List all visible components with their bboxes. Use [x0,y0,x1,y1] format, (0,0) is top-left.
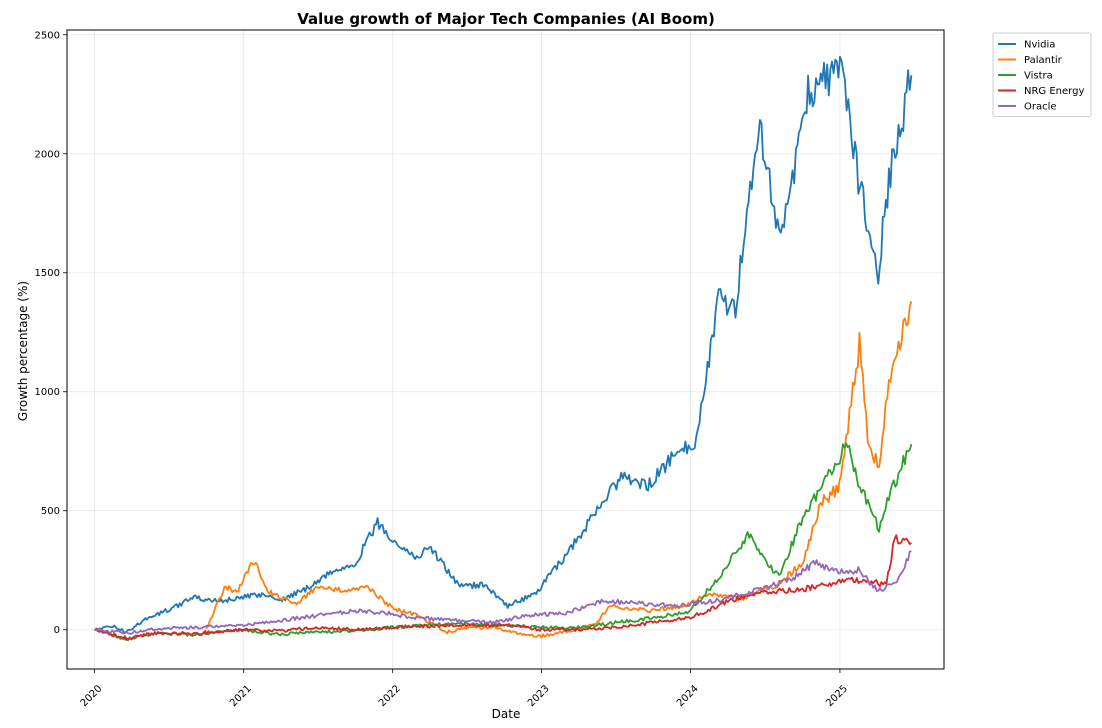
legend-label: Nvidia [1024,40,1055,51]
legend-box [992,32,1092,117]
legend-label: NRG Energy [1024,86,1084,97]
chart-title: Value growth of Major Tech Companies (AI… [297,10,715,28]
plot-lines [94,55,913,641]
y-tick-label: 1000 [35,387,60,398]
y-axis-label: Growth percentage (%) [16,281,30,421]
series-line-nvidia [94,55,913,634]
series-line-nrg-energy [94,534,912,641]
series-line-palantir [205,301,913,639]
y-tick-label: 2500 [35,30,60,41]
legend-label: Vistra [1024,71,1053,82]
y-tick-label: 1500 [35,268,60,279]
y-tick-label: 2000 [35,149,60,160]
y-axis: 0 500 1000 1500 2000 2500 [35,30,67,636]
series-line-oracle [94,550,912,635]
y-tick-label: 0 [54,625,60,636]
x-axis-label: Date [492,707,521,721]
plot-frame [66,29,945,670]
legend-label: Oracle [1024,102,1057,113]
y-tick-label: 500 [41,506,60,517]
grid [67,30,944,669]
legend-label: Palantir [1024,55,1063,66]
legend: Nvidia Palantir Vistra NRG Energy Oracle [992,32,1092,117]
